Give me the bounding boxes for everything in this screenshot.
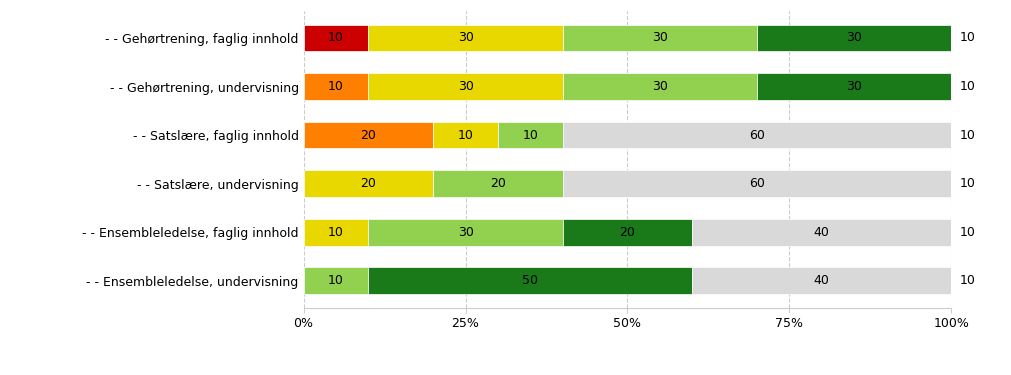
Text: 20: 20 (360, 177, 376, 190)
Text: 50: 50 (522, 274, 538, 287)
Bar (562, 219, 692, 246)
Text: 10: 10 (958, 129, 975, 142)
Bar (562, 170, 950, 197)
Bar (368, 219, 562, 246)
Bar (433, 122, 497, 148)
Bar (562, 122, 950, 148)
Text: 10: 10 (958, 274, 975, 287)
Text: 20: 20 (489, 177, 506, 190)
Bar (303, 267, 368, 294)
Text: 10: 10 (522, 129, 538, 142)
Bar (756, 73, 950, 100)
Bar (368, 267, 692, 294)
Bar (692, 219, 950, 246)
Bar (303, 25, 368, 51)
Text: 10: 10 (457, 129, 473, 142)
Bar (692, 267, 950, 294)
Bar (756, 25, 950, 51)
Bar (303, 219, 368, 246)
Text: 10: 10 (328, 80, 344, 93)
Bar (368, 73, 562, 100)
Bar (562, 73, 756, 100)
Text: 10: 10 (958, 80, 975, 93)
Text: 40: 40 (813, 226, 829, 239)
Text: 10: 10 (958, 32, 975, 45)
Text: 30: 30 (651, 80, 667, 93)
Text: 10: 10 (958, 226, 975, 239)
Bar (303, 170, 433, 197)
Text: 30: 30 (457, 226, 473, 239)
Bar (562, 25, 756, 51)
Bar (368, 25, 562, 51)
Text: 30: 30 (651, 32, 667, 45)
Text: 60: 60 (748, 129, 764, 142)
Text: 20: 20 (360, 129, 376, 142)
Text: 30: 30 (845, 80, 861, 93)
Text: 10: 10 (958, 177, 975, 190)
Text: 10: 10 (328, 274, 344, 287)
Bar (303, 122, 433, 148)
Bar (433, 170, 562, 197)
Text: 10: 10 (328, 226, 344, 239)
Text: 60: 60 (748, 177, 764, 190)
Text: 20: 20 (619, 226, 635, 239)
Text: 30: 30 (457, 32, 473, 45)
Bar (497, 122, 562, 148)
Text: 30: 30 (845, 32, 861, 45)
Text: 10: 10 (328, 32, 344, 45)
Bar (303, 73, 368, 100)
Text: 40: 40 (813, 274, 829, 287)
Text: 30: 30 (457, 80, 473, 93)
